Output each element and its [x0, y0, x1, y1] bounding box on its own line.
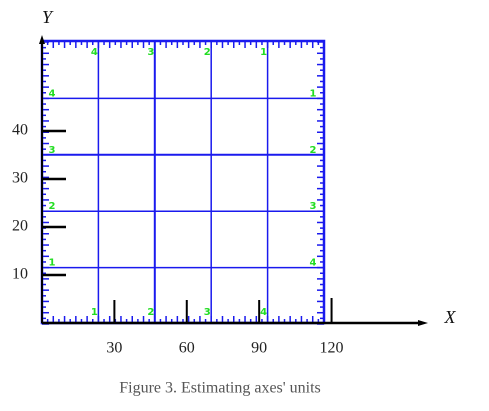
y-tick-label: 10 [12, 266, 28, 283]
x-tick-label: 60 [179, 340, 195, 357]
x-tick-label: 30 [106, 340, 122, 357]
box-label: 4 [260, 307, 267, 318]
box-label: 4 [49, 88, 56, 99]
box-label: 2 [49, 201, 56, 212]
x-arrow [418, 320, 428, 326]
y-axis-label: Y [42, 7, 54, 27]
caption: Figure 3. Estimating axes' units [119, 380, 321, 397]
y-tick-label: 20 [12, 218, 28, 235]
box-label: 1 [310, 88, 317, 99]
box-label: 1 [260, 47, 267, 58]
box [40, 39, 326, 325]
box-label: 3 [147, 47, 154, 58]
y-tick-label: 40 [12, 122, 28, 139]
box-label: 2 [310, 145, 317, 156]
y-arrow [39, 35, 45, 44]
box-label: 3 [49, 145, 56, 156]
x-axis-label: X [444, 307, 457, 327]
box-label: 3 [204, 307, 211, 318]
box-label: 3 [310, 201, 317, 212]
box-label: 4 [91, 47, 98, 58]
box-label: 4 [310, 258, 317, 269]
box-label: 2 [147, 307, 154, 318]
x-tick-label: 90 [251, 340, 267, 357]
x-tick-label: 120 [320, 340, 344, 357]
box-label: 1 [49, 258, 56, 269]
y-tick-label: 30 [12, 170, 28, 187]
box-label: 2 [204, 47, 211, 58]
box-label: 1 [91, 307, 98, 318]
